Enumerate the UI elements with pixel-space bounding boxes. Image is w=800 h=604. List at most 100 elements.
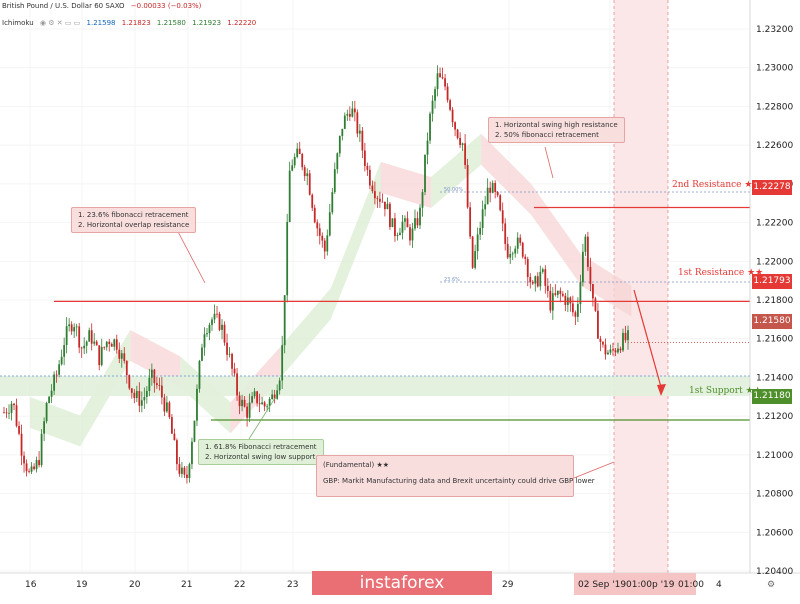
symbol-label[interactable]: British Pound / U.S. Dollar 60 SAXO [2, 2, 125, 10]
ichimoku-cloud [30, 133, 632, 447]
candle-body [191, 441, 193, 465]
y-tick-label: 1.23200 [756, 25, 793, 35]
candle-body [394, 218, 396, 236]
candle-body [261, 402, 264, 405]
candle-body [38, 460, 40, 466]
candle-body [396, 235, 399, 236]
candle-body [363, 150, 366, 166]
candle-body [326, 235, 329, 252]
fundamental-title: (Fundamental) ★★ [323, 461, 390, 469]
candle-body [223, 324, 226, 343]
support-pointer [248, 397, 276, 440]
candle-body [238, 395, 241, 407]
candle-body [404, 218, 406, 222]
candle-body [381, 201, 384, 203]
candle-body [389, 203, 391, 228]
candle-body [301, 154, 304, 168]
candle-body [617, 348, 619, 353]
candle-body [602, 341, 604, 345]
candle-body [474, 251, 477, 268]
candle-body [8, 412, 10, 414]
candle-body [313, 207, 316, 223]
support-zone [0, 376, 750, 396]
candle-body [501, 210, 504, 224]
candle-body [293, 156, 296, 166]
candle-body [231, 353, 233, 369]
y-tick-label: 1.22600 [756, 141, 793, 151]
candle-body [541, 269, 544, 272]
candle-body [140, 400, 143, 406]
resistance-2-label: 2nd Resistance ★★ [672, 180, 761, 190]
candle-body [216, 313, 218, 315]
resistance-1-price-tag: 1.21793 [752, 274, 792, 289]
indicator-controls-icon[interactable]: ◉ ⚙ ✕ ▭ ▭ [39, 19, 81, 27]
x-tick-7: 29 [502, 580, 514, 590]
candle-body [539, 271, 542, 287]
candle-body [163, 397, 166, 412]
candle-body [83, 345, 86, 349]
candle-body [429, 113, 431, 141]
x-tick-8: 02 Sep '19 [578, 580, 627, 590]
candle-body [186, 474, 188, 478]
candle-body [556, 290, 559, 295]
candle-body [597, 310, 599, 339]
indicator-value-5: 1.22220 [227, 19, 257, 27]
candle-body [599, 338, 602, 342]
candle-body [589, 266, 592, 285]
cloud-segment [531, 183, 582, 286]
candle-body [90, 330, 93, 344]
candle-body [574, 312, 577, 317]
resistance-2-price-tag: 1.22278 [752, 180, 792, 195]
candle-body [546, 285, 549, 291]
candle-body [271, 394, 274, 399]
candle-body [321, 235, 324, 241]
candle-body [509, 254, 512, 258]
candle-body [53, 374, 56, 391]
overlap-callout: 1. 23.6% fibonacci retracement 2. Horizo… [71, 207, 197, 233]
candle-body [48, 396, 51, 404]
candle-body [434, 89, 436, 101]
candle-body [529, 277, 532, 283]
settings-gear-icon[interactable]: ⚙ [767, 580, 776, 590]
candle-body [446, 86, 449, 101]
candle-body [581, 251, 584, 283]
candle-body [476, 234, 479, 252]
candle-body [23, 455, 25, 464]
candle-body [526, 258, 529, 278]
candle-body [276, 390, 279, 399]
x-tick-11: 01:00 [678, 580, 704, 590]
indicator-name[interactable]: Ichimoku [2, 19, 34, 27]
candle-body [125, 360, 128, 376]
candle-body [85, 341, 88, 346]
candle-body [236, 373, 238, 396]
candle-body [211, 319, 213, 325]
candle-body [65, 326, 68, 346]
candle-body [258, 403, 261, 405]
candle-body [241, 399, 243, 407]
candle-body [213, 313, 216, 320]
fib-23-label: 23.6% [444, 277, 460, 283]
candle-body [120, 353, 123, 359]
candle-body [384, 201, 386, 210]
candle-body [444, 78, 446, 87]
candle-body [143, 396, 146, 401]
candle-body [123, 353, 126, 361]
indicator-value-1: 1.21598 [86, 19, 116, 27]
candle-body [263, 402, 266, 407]
level-lines [54, 206, 750, 421]
fundamental-callout: (Fundamental) ★★ GBP: Markit Manufacturi… [316, 455, 595, 497]
candle-body [406, 218, 409, 228]
candle-body [622, 332, 624, 351]
candle-body [536, 276, 539, 287]
candle-body [306, 173, 309, 177]
candle-body [35, 460, 38, 470]
x-tick-3: 20 [129, 580, 141, 590]
candle-body [103, 346, 106, 348]
candle-body [78, 326, 81, 348]
candle-body [130, 388, 133, 393]
candle-body [253, 391, 256, 397]
price-axis-ticks: 1.232001.230001.228001.226001.224001.222… [756, 25, 793, 577]
x-tick-12: 4 [716, 580, 722, 590]
candle-body [341, 128, 344, 137]
candle-body [10, 403, 13, 413]
